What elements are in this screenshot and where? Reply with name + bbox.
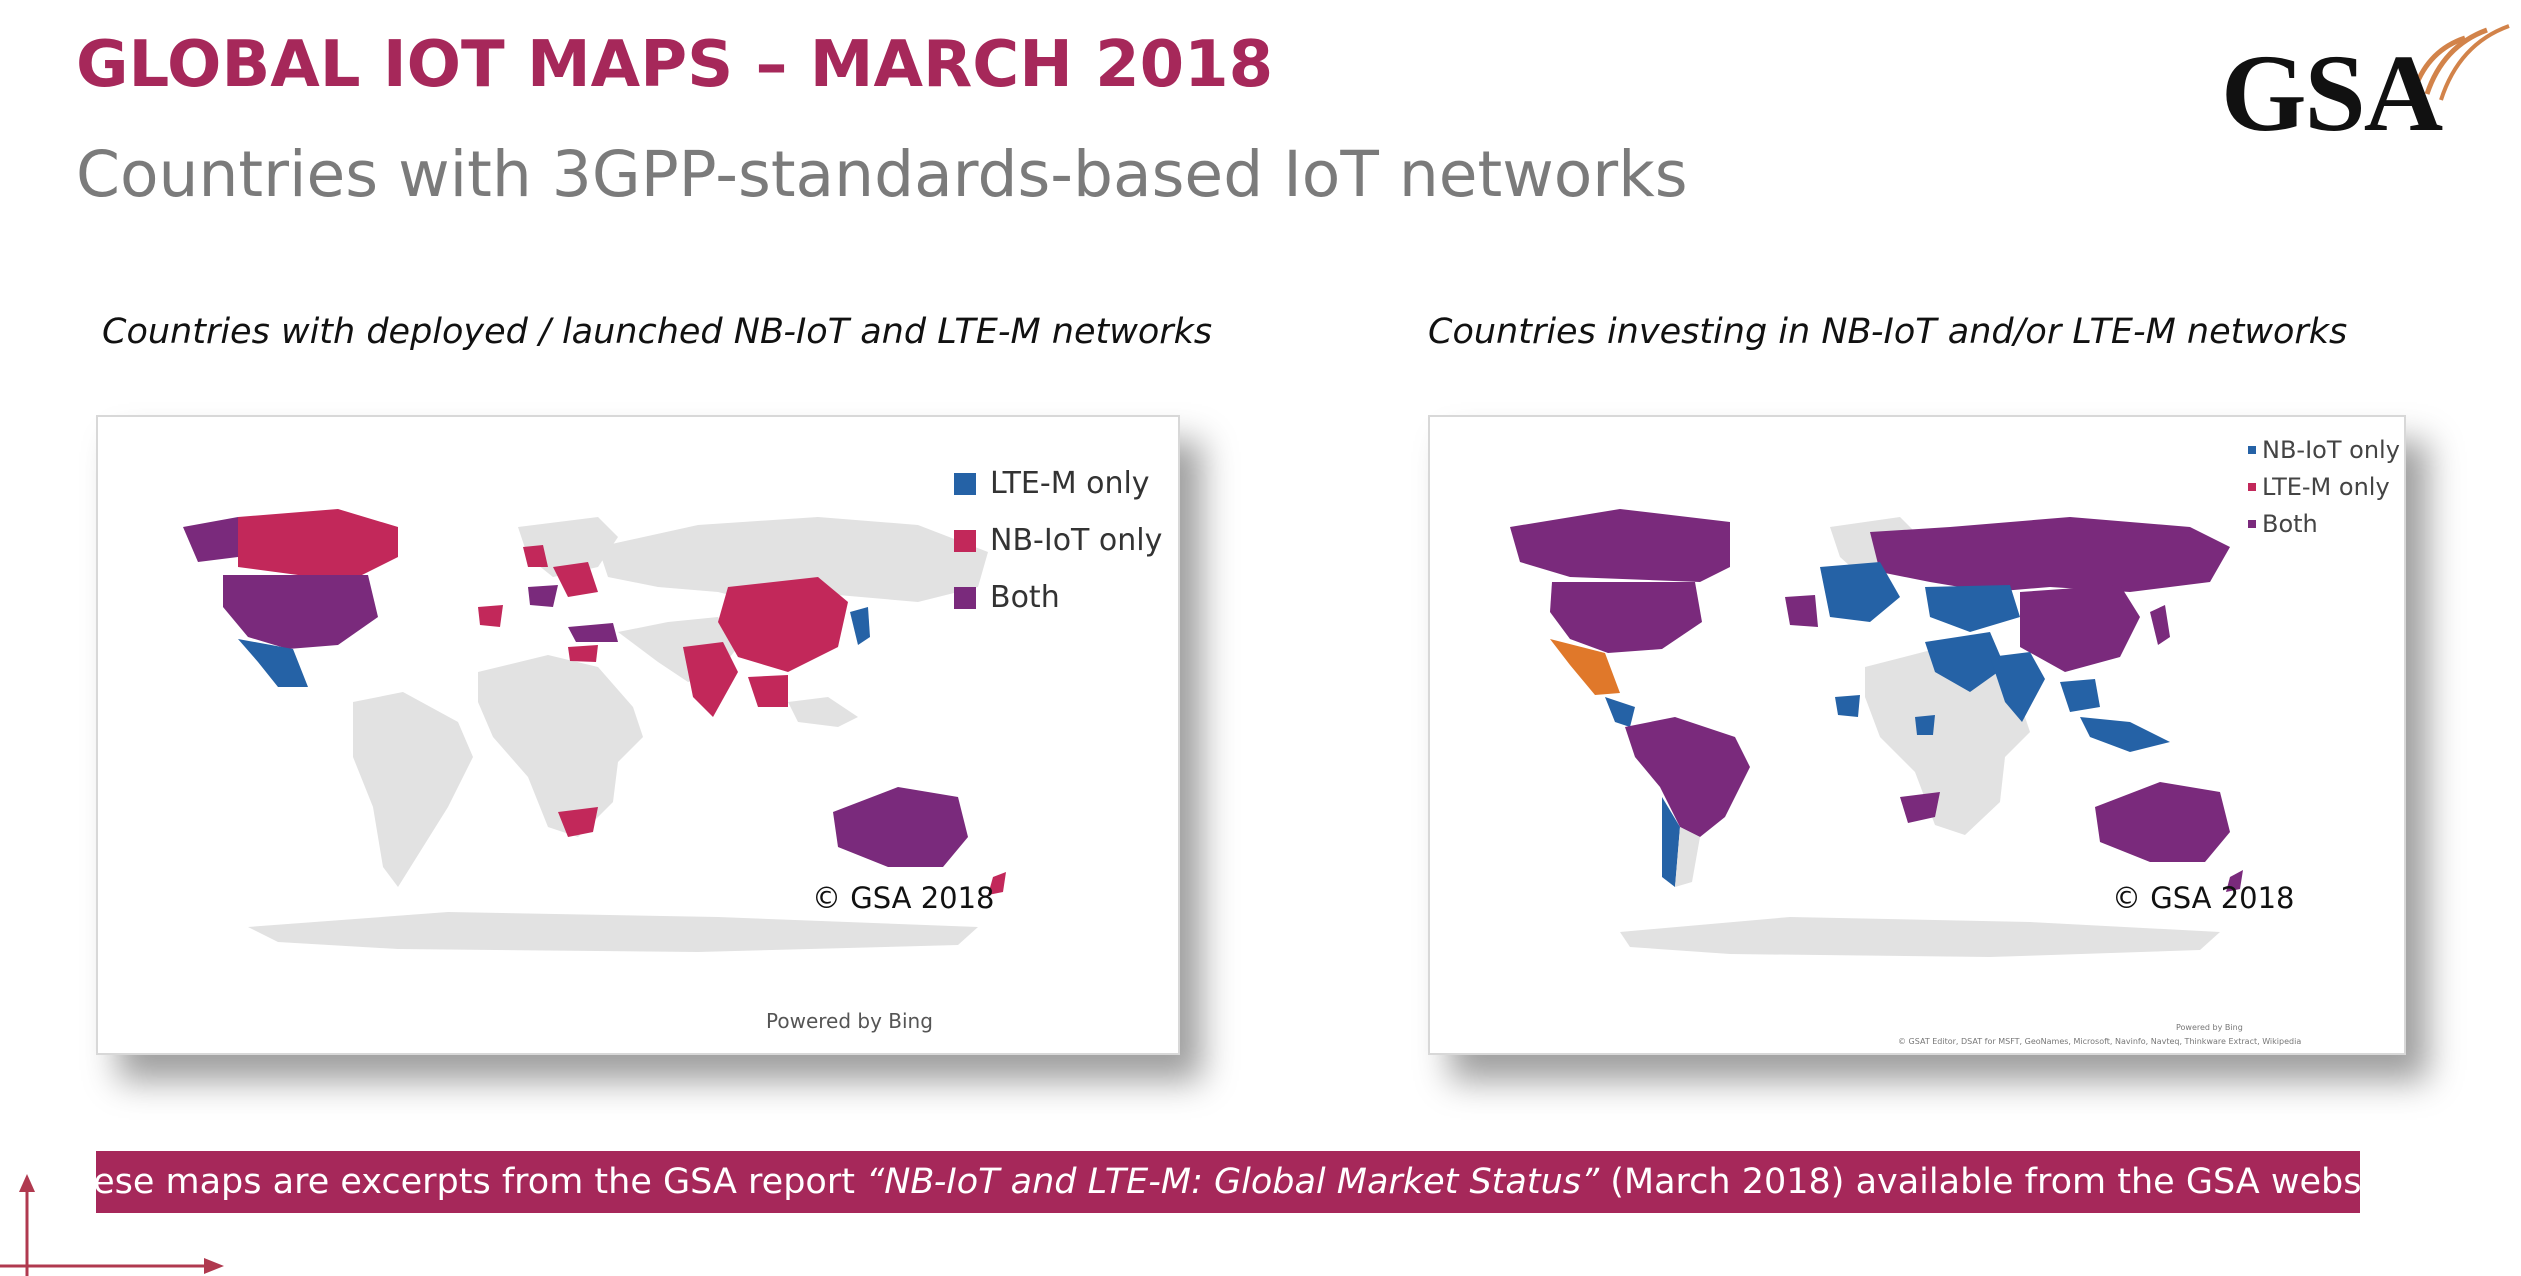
right-map-regions	[1510, 509, 2243, 892]
left-map-panel: LTE-M only NB-IoT only Both © GSA 2018 P…	[96, 415, 1180, 1055]
gsa-logo: GSA	[2215, 10, 2515, 150]
banner-prefix: These maps are excerpts from the GSA rep…	[49, 1162, 867, 1202]
right-map-caption: Countries investing in NB-IoT and/or LTE…	[1428, 312, 2348, 352]
banner-report-title: “NB-IoT and LTE-M: Global Market Status”	[866, 1162, 1600, 1202]
legend-item: NB-IoT only	[954, 512, 1162, 569]
right-world-map	[1510, 509, 2243, 957]
right-map-copyright: © GSA 2018	[2112, 881, 2295, 915]
legend-swatch	[954, 529, 976, 552]
legend-item: Both	[2248, 505, 2400, 542]
left-map-caption: Countries with deployed / launched NB-Io…	[102, 312, 1213, 352]
banner-suffix: (March 2018) available from the GSA webs…	[1599, 1162, 2407, 1202]
legend-item: Both	[954, 569, 1162, 626]
legend-swatch	[954, 472, 976, 495]
legend-label: Both	[2262, 509, 2318, 538]
legend-item: NB-IoT only	[2248, 431, 2400, 468]
logo-text: GSA	[2221, 32, 2443, 154]
left-map-copyright: © GSA 2018	[812, 881, 995, 915]
legend-swatch	[2248, 445, 2256, 454]
legend-label: Both	[990, 580, 1060, 615]
legend-swatch	[954, 586, 976, 609]
legend-swatch	[2248, 482, 2256, 491]
right-map-panel: NB-IoT only LTE-M only Both © GSA 2018 P…	[1428, 415, 2406, 1055]
source-banner: These maps are excerpts from the GSA rep…	[50, 1151, 2406, 1213]
legend-item: LTE-M only	[2248, 468, 2400, 505]
left-map-powered-by: Powered by Bing	[766, 1009, 933, 1033]
right-map-attribution: © GSAT Editor, DSAT for MSFT, GeoNames, …	[1898, 1037, 2302, 1046]
page-subtitle: Countries with 3GPP-standards-based IoT …	[76, 138, 1688, 211]
page-title: GLOBAL IOT MAPS – MARCH 2018	[76, 28, 1274, 102]
legend-item: LTE-M only	[954, 455, 1162, 512]
left-world-map	[183, 509, 1006, 952]
legend-label: LTE-M only	[2262, 472, 2390, 501]
logo-arcs	[2412, 24, 2510, 101]
right-map-legend: NB-IoT only LTE-M only Both	[2248, 431, 2400, 542]
right-map-powered-by: Powered by Bing	[2176, 1023, 2243, 1032]
legend-label: LTE-M only	[990, 466, 1150, 501]
legend-label: NB-IoT only	[2262, 435, 2400, 464]
legend-swatch	[2248, 519, 2256, 528]
legend-label: NB-IoT only	[990, 523, 1163, 558]
corner-arrows	[0, 1174, 224, 1276]
left-map-legend: LTE-M only NB-IoT only Both	[954, 455, 1162, 626]
left-map-regions	[183, 509, 1006, 895]
